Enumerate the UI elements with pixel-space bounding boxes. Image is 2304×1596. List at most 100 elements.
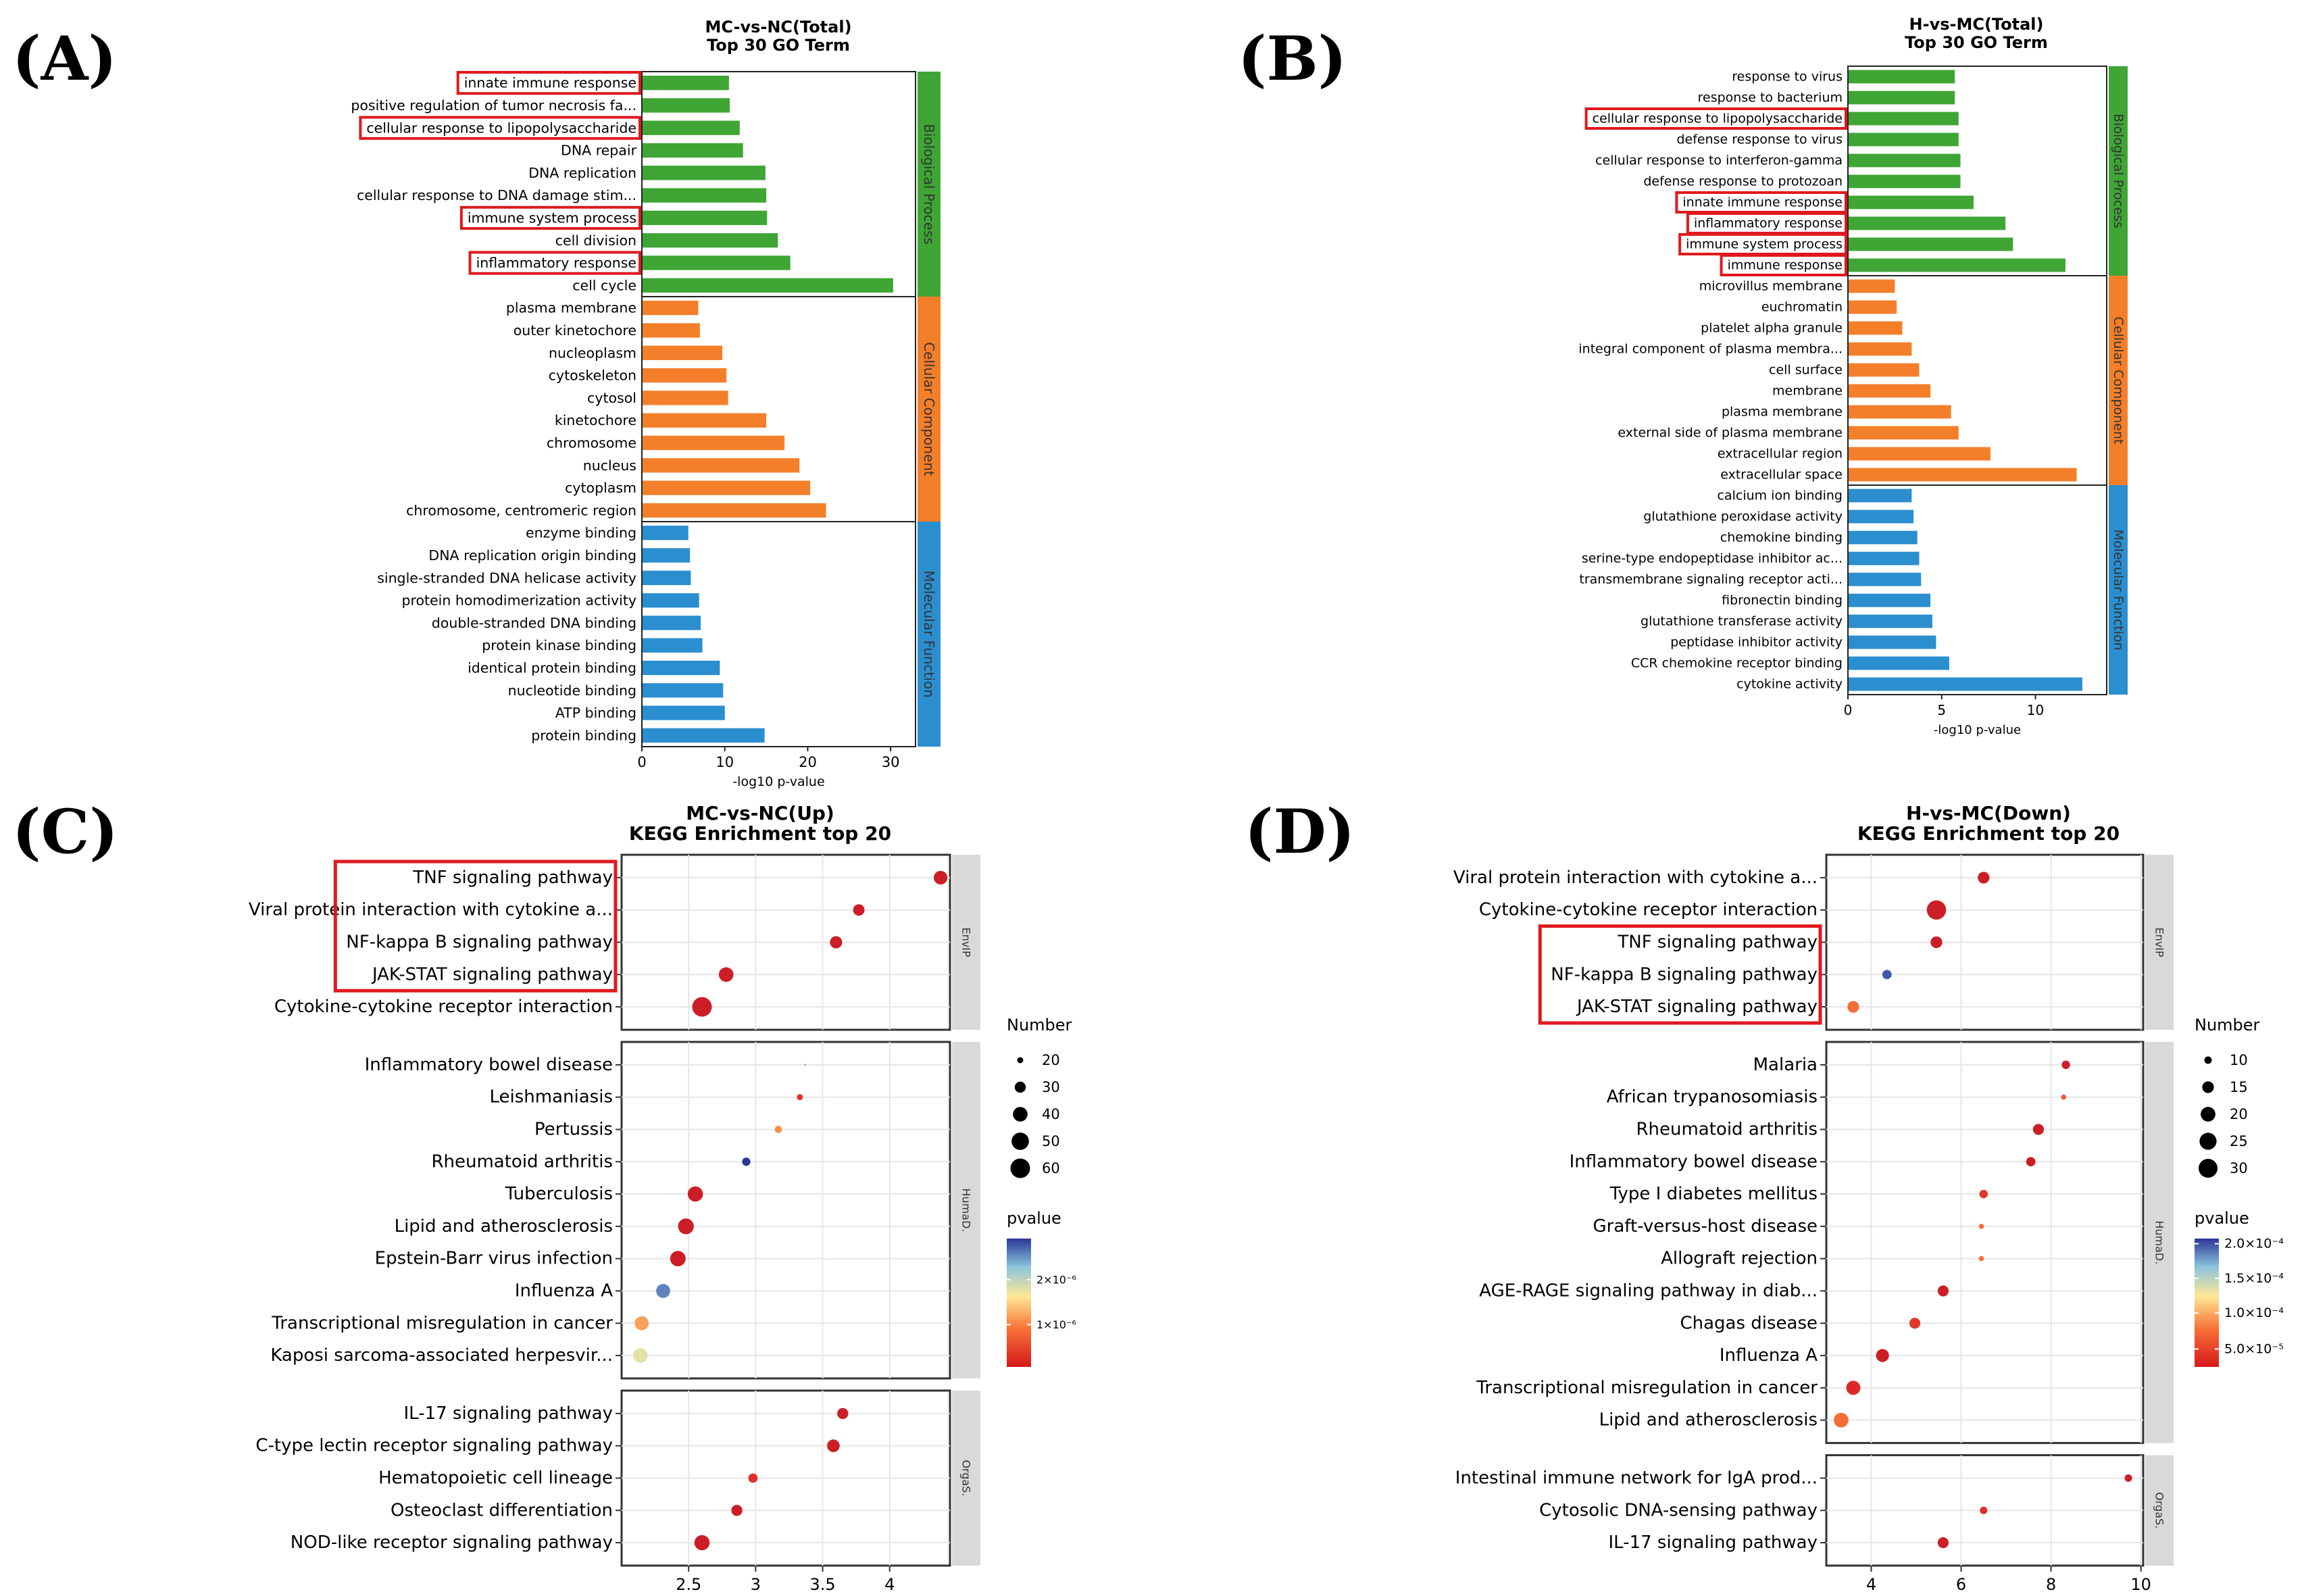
point-jak-stat-signaling-pathway (718, 967, 734, 982)
chart-title: MC-vs-NC(Total) (705, 18, 851, 36)
term-label: plasma membrane (1722, 405, 1843, 420)
size-legend-label: 20 (1042, 1052, 1060, 1068)
size-legend-dot (1014, 1081, 1026, 1093)
highlight-box (459, 205, 641, 230)
facet-strip-label: HumaD. (2153, 1220, 2166, 1264)
facet-strip-label: OrgaS. (2153, 1492, 2166, 1528)
bar-cellular-response-to-lipopolysaccharide (1849, 111, 1959, 126)
bar-peptidase-inhibitor-activity (1849, 635, 1936, 649)
size-legend-label: 40 (1042, 1106, 1060, 1122)
term-label: positive regulation of tumor necrosis fa… (351, 97, 636, 114)
bar-immune-system-process (643, 210, 768, 226)
term-label: immune system process (468, 209, 636, 226)
color-legend-title: pvalue (1007, 1209, 1061, 1228)
bar-cytosol (643, 391, 728, 405)
bar-immune-response (1849, 258, 2065, 272)
bar-integral-component-of-plasma-membra (1849, 342, 1912, 356)
facet-strip (952, 855, 980, 1030)
bar-positive-regulation-of-tumor-necrosis-fa (643, 98, 730, 113)
term-label: double-stranded DNA binding (432, 615, 636, 631)
point-age-rage-signaling-pathway-in-diab (1937, 1285, 1949, 1297)
category-strip-label: Molecular Function (921, 570, 937, 698)
bar-protein-binding (643, 728, 765, 743)
colorbar-tick-label: 2.0×10⁻⁴ (2224, 1237, 2284, 1251)
bar-cell-cycle (643, 278, 893, 293)
facet-panel (1825, 1041, 2145, 1445)
bar-plasma-membrane (643, 300, 699, 316)
term-label: serine-type endopeptidase inhibitor ac..… (1582, 551, 1843, 566)
point-rheumatoid-arthritis (2032, 1124, 2045, 1135)
term-label: Lipid and atherosclerosis (1599, 1410, 1818, 1430)
term-label: Rheumatoid arthritis (1636, 1120, 1818, 1140)
bar-immune-system-process (1849, 237, 2013, 251)
term-label: NOD-like receptor signaling pathway (291, 1532, 613, 1553)
highlight-box (333, 859, 618, 993)
x-tick-label: 0 (1844, 702, 1853, 718)
term-label: Lipid and atherosclerosis (395, 1216, 613, 1237)
term-label: Epstein-Barr virus infection (375, 1249, 613, 1269)
point-inflammatory-bowel-disease (2026, 1157, 2036, 1167)
colorbar-tick-label: 1.0×10⁻⁴ (2224, 1305, 2284, 1320)
chart-subtitle: Top 30 GO Term (1905, 33, 2048, 52)
bar-fibronectin-binding (1849, 593, 1931, 607)
term-label: cytoskeleton (549, 368, 636, 384)
term-label: glutathione transferase activity (1641, 614, 1843, 629)
x-tick-label: 0 (637, 754, 646, 770)
term-label: transmembrane signaling receptor acti... (1579, 572, 1843, 587)
term-label: NF-kappa B signaling pathway (1551, 964, 1818, 984)
size-legend-label: 10 (2230, 1052, 2248, 1068)
point-tuberculosis (687, 1186, 703, 1202)
x-tick-label: 8 (2046, 1575, 2056, 1594)
term-label: identical protein binding (468, 659, 636, 676)
bar-chromosome (643, 435, 785, 451)
bar-cell-division (643, 233, 778, 248)
point-cytosolic-dna-sensing-pathway (1980, 1506, 1988, 1514)
x-tick-label: 4 (884, 1575, 895, 1594)
point-influenza-a (1876, 1349, 1889, 1362)
highlight-box (359, 116, 641, 140)
bar-kinetochore (643, 413, 767, 428)
term-label: innate immune response (1682, 195, 1843, 210)
x-tick-label: 20 (799, 754, 817, 770)
term-label: plasma membrane (506, 300, 636, 316)
term-label: Osteoclast differentiation (391, 1500, 613, 1520)
colorbar-tick-label: 5.0×10⁻⁵ (2224, 1341, 2284, 1356)
term-label: Transcriptional misregulation in cancer (271, 1313, 613, 1333)
bar-inflammatory-response (1849, 216, 2006, 230)
bar-chromosome-centromeric-region (643, 503, 826, 518)
term-label: African trypanosomiasis (1607, 1087, 1818, 1107)
bar-dna-repair (643, 143, 743, 158)
bar-glutathione-transferase-activity (1849, 614, 1932, 628)
term-label: Cytokine-cytokine receptor interaction (1479, 900, 1818, 920)
term-label: Rheumatoid arthritis (431, 1151, 613, 1172)
bar-outer-kinetochore (643, 323, 700, 338)
bar-extracellular-region (1849, 447, 1990, 461)
bar-innate-immune-response (1849, 195, 1974, 209)
term-label: chemokine binding (1720, 530, 1843, 545)
category-strip (918, 522, 941, 747)
size-legend-dot (2199, 1132, 2217, 1150)
term-label: cytosol (587, 390, 636, 406)
term-label: TNF signaling pathway (412, 868, 613, 888)
term-label: kinetochore (555, 412, 636, 428)
term-label: external side of plasma membrane (1618, 426, 1843, 441)
facet-strip (952, 1391, 980, 1566)
point-leishmaniasis (797, 1094, 803, 1101)
x-tick-label: 3.5 (809, 1575, 835, 1594)
term-label: protein kinase binding (482, 637, 636, 653)
facet-strip-label: EnvIP (960, 927, 973, 957)
point-transcriptional-misregulation-in-cancer (634, 1316, 649, 1330)
category-strip (918, 72, 941, 297)
term-label: defense response to protozoan (1643, 174, 1843, 189)
term-label: Leishmaniasis (490, 1087, 613, 1107)
term-label: extracellular region (1718, 447, 1843, 462)
bar-transmembrane-signaling-receptor-acti (1849, 572, 1922, 587)
colorbar-tick-label: 1×10⁻⁶ (1036, 1318, 1076, 1331)
term-label: DNA repair (561, 143, 637, 159)
category-strip-label: Molecular Function (2111, 529, 2126, 650)
size-legend-dot (1010, 1158, 1030, 1178)
size-legend-label: 60 (1042, 1160, 1060, 1176)
term-label: Tuberculosis (505, 1184, 613, 1204)
term-label: outer kinetochore (514, 322, 636, 339)
term-label: Transcriptional misregulation in cancer (1476, 1378, 1818, 1398)
